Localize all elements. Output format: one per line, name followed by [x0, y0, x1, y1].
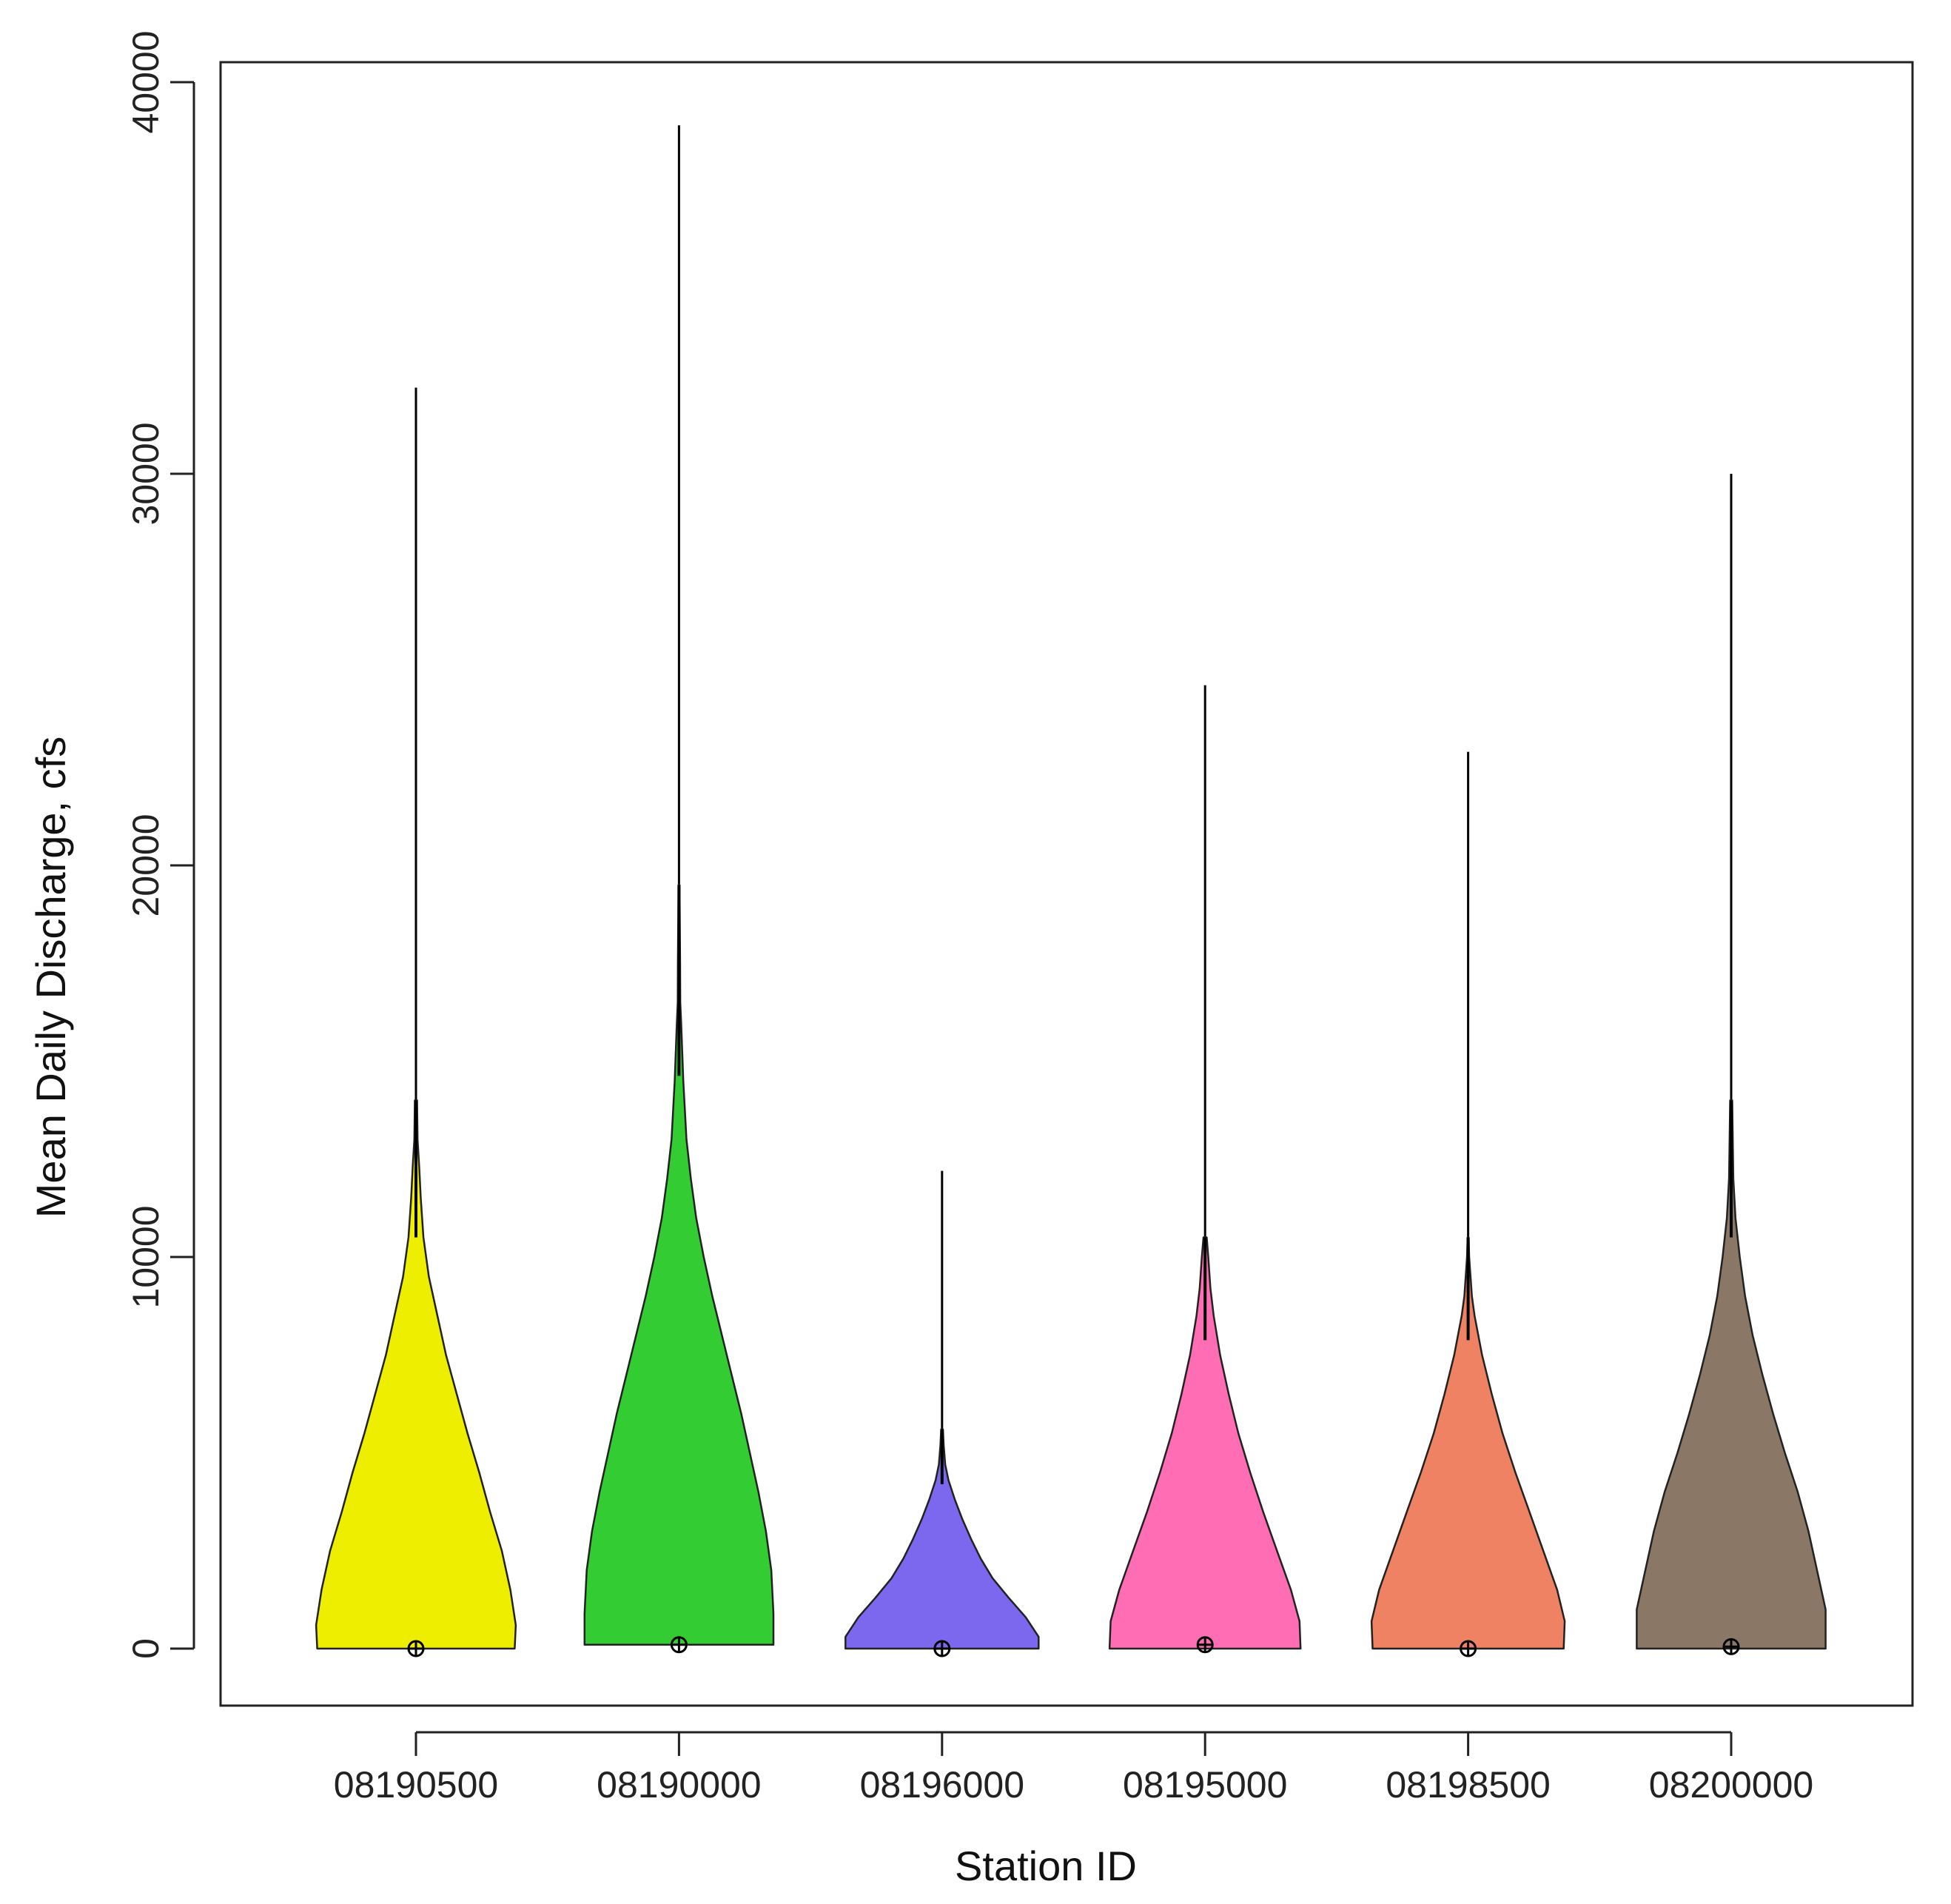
- violin-body: [1108, 1236, 1302, 1650]
- y-tick-label: 0: [125, 1638, 167, 1659]
- violins: [315, 125, 1827, 1657]
- x-tick-label: 08195000: [1123, 1764, 1287, 1806]
- x-tick-label: 08190000: [597, 1764, 761, 1806]
- violin-body: [1370, 1236, 1566, 1650]
- violin-08196000: [844, 1170, 1040, 1657]
- y-tick-label: 10000: [125, 1205, 167, 1308]
- y-axis-title: Mean Daily Discharge, cfs: [27, 737, 74, 1218]
- y-tick-label: 30000: [125, 422, 167, 525]
- x-tick-label: 08200000: [1649, 1764, 1813, 1806]
- violin-08190000: [583, 125, 775, 1654]
- x-tick-label: 08198500: [1386, 1764, 1550, 1806]
- x-axis-ticks: 08190500 08190000 08196000 08195000 08198500…: [334, 1732, 1813, 1806]
- y-tick-label: 40000: [125, 30, 167, 133]
- x-tick-label: 08196000: [860, 1764, 1024, 1806]
- violin-08190500: [315, 387, 517, 1657]
- plot-frame: [219, 61, 1914, 1707]
- x-tick-label: 08190500: [334, 1764, 498, 1806]
- y-axis-ticks: 0 10000 20000 30000 40000: [125, 30, 194, 1659]
- violin-08200000: [1636, 474, 1827, 1655]
- violin-08195000: [1108, 685, 1302, 1654]
- y-tick-label: 20000: [125, 814, 167, 916]
- violin-08198500: [1370, 751, 1566, 1657]
- x-axis-title: Station ID: [955, 1843, 1137, 1889]
